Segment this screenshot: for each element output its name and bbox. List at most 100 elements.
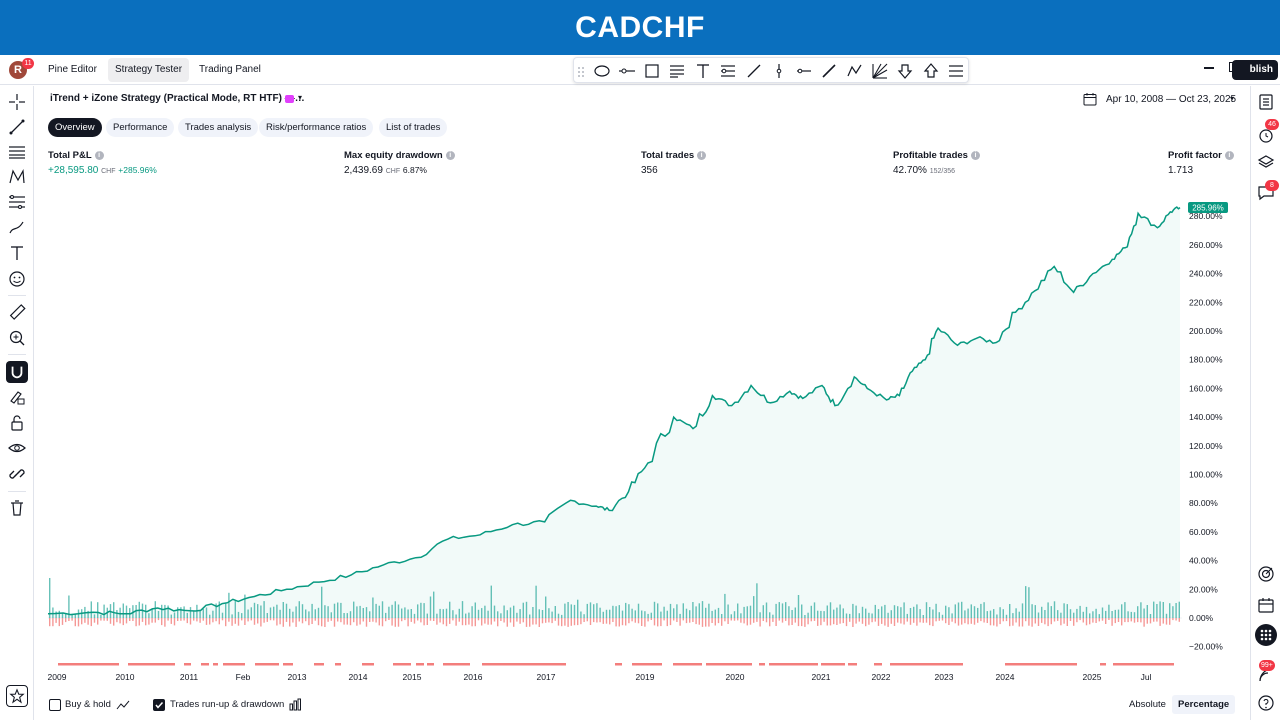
tab-trades-analysis[interactable]: Trades analysis <box>178 118 259 137</box>
parallel-channel-icon[interactable] <box>668 62 686 80</box>
drawdown-bar <box>161 618 163 626</box>
drawdown-bar <box>1028 618 1030 626</box>
layers-icon[interactable] <box>1255 151 1277 173</box>
info-icon[interactable]: i <box>970 150 980 160</box>
drawdown-bar <box>916 618 918 626</box>
measure-range-icon[interactable] <box>6 191 28 213</box>
drawdown-bar <box>1053 618 1056 622</box>
drawdown-bar <box>1085 618 1088 626</box>
runup-bar <box>1130 611 1132 618</box>
vertical-line-icon[interactable] <box>770 62 788 80</box>
drawdown-bar <box>282 618 284 627</box>
drawdown-period <box>482 663 566 666</box>
trend-line-icon[interactable] <box>745 62 763 80</box>
watchlist-star-icon[interactable] <box>6 685 28 707</box>
text-icon[interactable] <box>694 62 712 80</box>
runup-drawdown-checkbox[interactable] <box>153 699 165 711</box>
info-icon[interactable]: i <box>1224 150 1234 160</box>
drawdown-bar <box>1124 618 1126 623</box>
chevron-down-icon[interactable]: ▾ <box>1230 94 1235 103</box>
arrow-marker-icon[interactable] <box>820 62 838 80</box>
date-range[interactable]: Apr 10, 2008 — Oct 23, 2025 <box>1106 94 1237 105</box>
lock-drawing-icon[interactable] <box>6 386 28 408</box>
lock-icon[interactable] <box>6 412 28 434</box>
pattern-icon[interactable] <box>6 166 28 188</box>
arrow-down-icon[interactable] <box>896 62 914 80</box>
zoom-in-icon[interactable] <box>6 327 28 349</box>
drag-handle-icon[interactable] <box>576 62 586 80</box>
horizontal-line-icon[interactable] <box>795 62 813 80</box>
alerts-icon[interactable] <box>1255 124 1277 146</box>
runup-bar <box>749 605 752 618</box>
watchlist-icon[interactable] <box>1255 91 1277 113</box>
drawdown-bar <box>1057 618 1059 621</box>
tab-pine-editor[interactable]: Pine Editor <box>48 64 97 75</box>
runup-bar <box>301 604 304 618</box>
absolute-button[interactable]: Absolute <box>1129 699 1166 710</box>
drawdown-bar <box>260 618 262 627</box>
drawdown-bar <box>609 618 611 625</box>
drawdown-bar <box>391 618 393 626</box>
text-icon[interactable] <box>6 242 28 264</box>
emoji-icon[interactable] <box>6 268 28 290</box>
help-icon[interactable] <box>1255 692 1277 714</box>
ruler-icon[interactable] <box>6 301 28 323</box>
percentage-button[interactable]: Percentage <box>1172 695 1236 714</box>
tab-risk-performance-ratios[interactable]: Risk/performance ratios <box>259 118 374 137</box>
runup-bar <box>612 605 614 618</box>
drawdown-bar <box>961 618 963 625</box>
arrow-up-icon[interactable] <box>922 62 940 80</box>
drawdown-bar <box>666 618 668 627</box>
tab-strategy-tester[interactable]: Strategy Tester <box>108 58 190 82</box>
tab-trading-panel[interactable]: Trading Panel <box>199 64 261 75</box>
drawdown-bar <box>170 618 172 624</box>
runup-bar <box>1121 604 1123 618</box>
calendar-icon[interactable] <box>1083 92 1097 106</box>
rectangle-icon[interactable] <box>643 62 661 80</box>
calendar-icon[interactable] <box>1255 594 1277 616</box>
drawdown-bar <box>989 618 992 626</box>
chevron-down-icon[interactable]: ▾ <box>298 93 303 102</box>
runup-bar <box>621 610 624 618</box>
gann-fan-icon[interactable] <box>871 62 889 80</box>
link-icon[interactable] <box>6 463 28 485</box>
strategy-title[interactable]: iTrend + iZone Strategy (Practical Mode,… <box>50 93 305 104</box>
brush-icon[interactable] <box>6 216 28 238</box>
avatar-notification-badge: 11 <box>22 58 34 69</box>
long-position-icon[interactable] <box>947 62 965 80</box>
info-icon[interactable]: i <box>697 150 707 160</box>
drawdown-bar <box>343 618 345 625</box>
tab-overview[interactable]: Overview <box>48 118 102 137</box>
target-icon[interactable] <box>1255 563 1277 585</box>
equity-chart[interactable]: 280.00% 260.00% 240.00% 220.00% 200.00% 180.0… <box>0 0 1250 694</box>
runup-bar <box>641 610 643 618</box>
crosshair-icon[interactable] <box>6 91 28 113</box>
runup-bar <box>487 610 489 618</box>
drawdown-bar <box>433 618 435 621</box>
tab-list-of-trades[interactable]: List of trades <box>379 118 448 137</box>
runup-bar <box>87 610 89 618</box>
ellipse-icon[interactable] <box>593 62 611 80</box>
drawdown-bar <box>756 618 758 622</box>
y-axis-tick: 120.00% <box>1189 441 1223 451</box>
runup-bar <box>1095 608 1097 618</box>
buy-hold-checkbox[interactable] <box>49 699 61 711</box>
fib-retracement-icon[interactable] <box>719 62 737 80</box>
tab-performance[interactable]: Performance <box>106 118 175 137</box>
eye-icon[interactable] <box>6 437 28 459</box>
info-icon[interactable]: i <box>94 150 104 160</box>
apps-grid-icon[interactable] <box>1255 624 1277 646</box>
magnet-icon[interactable] <box>6 361 28 383</box>
info-icon[interactable]: i <box>445 150 455 160</box>
pattern-icon[interactable] <box>846 62 864 80</box>
runup-bar <box>535 585 537 618</box>
strategy-color-icon[interactable] <box>285 95 294 103</box>
runup-bar <box>308 611 310 618</box>
trash-icon[interactable] <box>6 497 28 519</box>
horizontal-ray-icon[interactable] <box>618 62 636 80</box>
publish-button[interactable]: blish <box>1232 60 1278 80</box>
minimize-icon[interactable] <box>1204 67 1214 69</box>
trend-line-icon[interactable] <box>6 116 28 138</box>
fib-icon[interactable] <box>6 141 28 163</box>
drawdown-bar <box>257 618 259 624</box>
